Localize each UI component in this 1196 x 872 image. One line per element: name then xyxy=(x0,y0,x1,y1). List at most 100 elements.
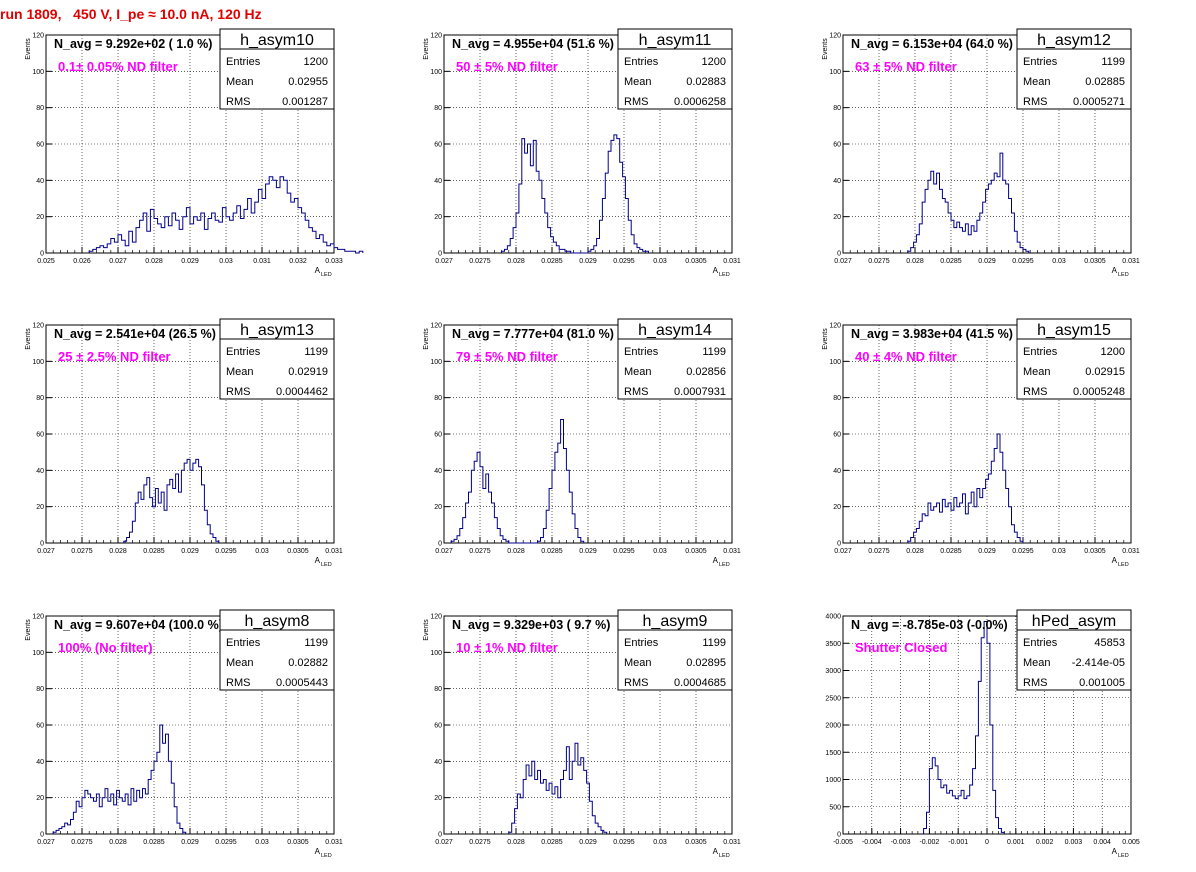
x-tick-label: 0.027 xyxy=(435,258,453,265)
x-tick-label: 0.028 xyxy=(906,258,924,265)
histogram-panel-h_asym10: 0.025 0.026 0.027 0.028 0.029 0.03 0.031 0.032 0… xyxy=(25,28,364,278)
y-tick-label: 60 xyxy=(833,432,841,439)
x-tick-label: 0.0285 xyxy=(143,839,165,846)
stats-value: 0.02895 xyxy=(686,657,726,669)
y-tick-label: 60 xyxy=(36,432,44,439)
filter-label: Shutter Closed xyxy=(855,640,948,655)
run-title: run 1809, 450 V, I_pe ≈ 10.0 nA, 120 Hz xyxy=(0,6,262,22)
stats-value: 1199 xyxy=(702,637,726,649)
x-tick-label: 0.031 xyxy=(325,839,343,846)
y-tick-label: 100 xyxy=(32,650,44,657)
stats-value: 0.02882 xyxy=(288,657,328,669)
y-axis-label: Events xyxy=(423,619,430,641)
x-tick-label: 0.031 xyxy=(723,548,741,555)
y-tick-label: 40 xyxy=(36,759,44,766)
x-tick-label: 0.027 xyxy=(37,839,55,846)
y-tick-label: 60 xyxy=(36,723,44,730)
navg-label: N_avg = 9.292e+02 ( 1.0 %) xyxy=(54,37,212,51)
y-tick-label: 60 xyxy=(434,142,442,149)
x-tick-label: 0.0275 xyxy=(469,258,491,265)
x-tick-label: 0.028 xyxy=(109,839,127,846)
y-tick-label: 60 xyxy=(434,723,442,730)
x-axis-label: A xyxy=(1112,556,1118,565)
x-axis-label-sub: LED xyxy=(321,853,332,859)
stats-value: 0.0006258 xyxy=(674,96,726,108)
histogram-line-h_asym14 xyxy=(450,419,585,544)
y-tick-label: 120 xyxy=(32,33,44,40)
x-tick-label: 0.032 xyxy=(289,258,307,265)
stats-key: Mean xyxy=(1023,657,1051,669)
x-axis-label: A xyxy=(315,266,321,275)
histogram-line-h_asym9 xyxy=(508,742,608,834)
y-tick-label: 3500 xyxy=(825,641,841,648)
x-tick-label: 0.0305 xyxy=(685,258,707,265)
y-tick-label: 100 xyxy=(829,69,841,76)
x-tick-label: 0.0275 xyxy=(868,258,890,265)
y-tick-label: 120 xyxy=(430,33,442,40)
navg-label: N_avg = 9.329e+03 ( 9.7 %) xyxy=(452,618,610,632)
x-tick-label: 0.027 xyxy=(834,258,852,265)
histogram-panel-h_asym13: 0.027 0.0275 0.028 0.0285 0.029 0.0295 0.03 0.0… xyxy=(25,318,343,568)
x-tick-label: 0.027 xyxy=(435,548,453,555)
stats-value: 0.02856 xyxy=(686,366,726,378)
y-tick-label: 0 xyxy=(837,251,841,258)
y-axis-label: Events xyxy=(25,328,32,350)
x-tick-label: 0.03 xyxy=(653,839,667,846)
stats-key: RMS xyxy=(1023,677,1047,689)
histogram-panel-h_asym9: 0.027 0.0275 0.028 0.0285 0.029 0.0295 0.03 0.0… xyxy=(423,609,741,859)
x-tick-label: 0.0275 xyxy=(71,839,93,846)
x-axis-label-sub: LED xyxy=(321,562,332,568)
navg-label: N_avg = 3.983e+04 (41.5 %) xyxy=(851,327,1013,341)
y-tick-label: 0 xyxy=(837,832,841,839)
navg-label: N_avg = 2.541e+04 (26.5 %) xyxy=(54,327,216,341)
y-tick-label: 0 xyxy=(837,541,841,548)
filter-label: 50 ± 5% ND filter xyxy=(456,59,558,74)
stats-key: RMS xyxy=(624,386,648,398)
stats-key: RMS xyxy=(624,677,648,689)
stats-value: 45853 xyxy=(1094,637,1125,649)
x-tick-label: 0.0285 xyxy=(940,548,962,555)
y-tick-label: 120 xyxy=(430,614,442,621)
navg-label: N_avg = 6.153e+04 (64.0 %) xyxy=(851,37,1013,51)
x-tick-label: 0.027 xyxy=(834,548,852,555)
filter-label: 10 ± 1% ND filter xyxy=(456,640,558,655)
x-tick-label: 0.029 xyxy=(579,839,597,846)
stats-key: Mean xyxy=(624,366,652,378)
stats-value: 1199 xyxy=(304,637,328,649)
stats-box: h_asym10 Entries 1200 Mean 0.02955 RMS 0.00128… xyxy=(219,28,335,110)
x-tick-label: 0.0295 xyxy=(215,548,237,555)
x-axis-label: A xyxy=(713,266,719,275)
stats-key: Entries xyxy=(226,56,261,68)
navg-label: N_avg = 9.607e+04 (100.0 %) xyxy=(54,618,223,632)
y-tick-label: 40 xyxy=(833,178,841,185)
y-tick-label: 20 xyxy=(36,795,44,802)
x-tick-label: 0.0285 xyxy=(143,548,165,555)
x-tick-label: 0.027 xyxy=(435,839,453,846)
x-tick-label: 0.0305 xyxy=(1084,258,1106,265)
y-tick-label: 80 xyxy=(833,105,841,112)
x-tick-label: 0.0305 xyxy=(287,839,309,846)
stats-value: 0.0005271 xyxy=(1073,96,1125,108)
y-axis-label: Events xyxy=(423,38,430,60)
stats-value: 0.001005 xyxy=(1079,677,1125,689)
stats-key: Mean xyxy=(624,657,652,669)
stats-box: h_asym14 Entries 1199 Mean 0.02856 RMS 0.00079… xyxy=(617,318,733,400)
y-tick-label: 40 xyxy=(36,468,44,475)
x-tick-label: 0.0295 xyxy=(613,258,635,265)
y-tick-label: 120 xyxy=(32,323,44,330)
y-tick-label: 80 xyxy=(434,686,442,693)
histogram-name: h_asym9 xyxy=(643,613,708,630)
histogram-name: h_asym12 xyxy=(1037,32,1111,49)
x-tick-label: 0.0305 xyxy=(287,548,309,555)
x-tick-label: 0.0285 xyxy=(541,839,563,846)
y-tick-label: 20 xyxy=(36,504,44,511)
x-tick-label: 0.0295 xyxy=(215,839,237,846)
x-tick-label: 0.0275 xyxy=(469,548,491,555)
histogram-name: h_asym8 xyxy=(245,613,310,630)
x-tick-label: 0.03 xyxy=(653,548,667,555)
y-tick-label: 120 xyxy=(829,323,841,330)
stats-key: RMS xyxy=(624,96,648,108)
x-tick-label: 0.031 xyxy=(1122,258,1140,265)
y-tick-label: 120 xyxy=(430,323,442,330)
stats-box-frame xyxy=(617,318,733,400)
